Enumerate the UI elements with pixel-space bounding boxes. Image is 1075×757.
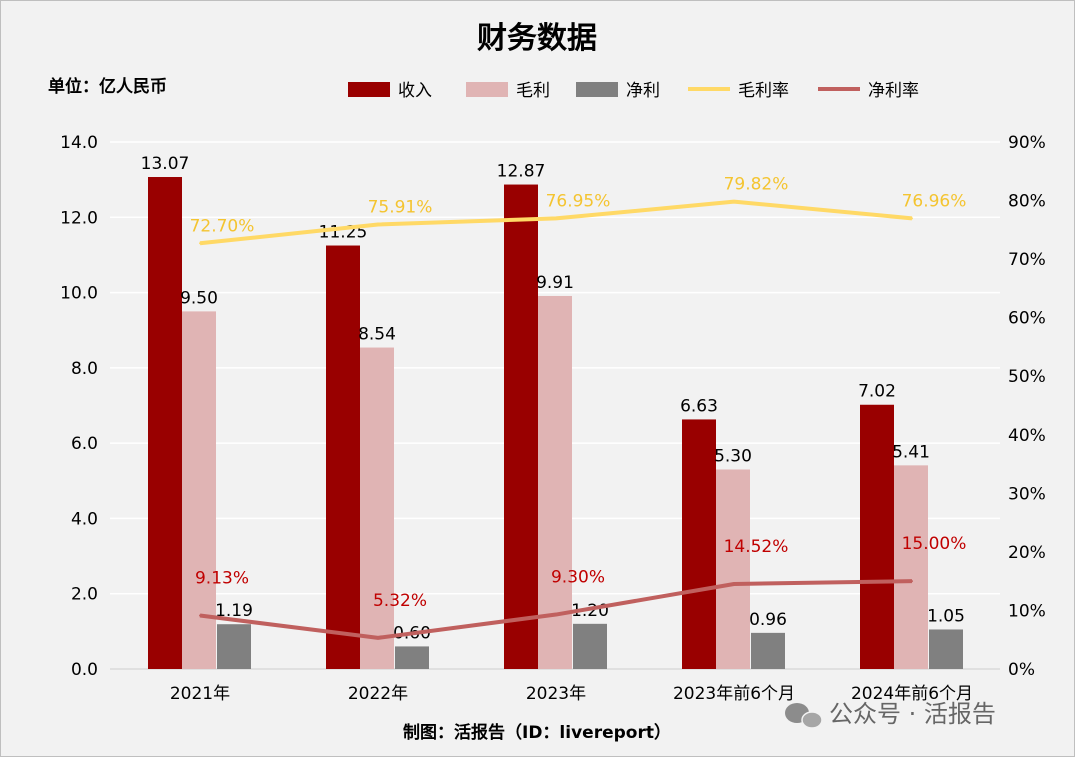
legend-label: 净利率: [868, 81, 919, 101]
line-data-label: 76.96%: [902, 191, 967, 211]
bar-data-label: 5.41: [892, 442, 930, 462]
line-point: [911, 580, 913, 583]
line-point: [555, 613, 557, 616]
bar-净利: [395, 646, 429, 669]
line-data-label: 9.13%: [195, 569, 249, 589]
y-left-tick-label: 12.0: [60, 208, 98, 228]
bar-净利: [217, 624, 251, 669]
y-right-tick-label: 60%: [1008, 309, 1046, 329]
chart-credit: 制图：活报告（ID：livereport）: [403, 722, 671, 743]
line-data-label: 76.95%: [546, 191, 611, 211]
legend-label: 毛利率: [738, 81, 789, 101]
y-left-tick-label: 8.0: [71, 359, 98, 379]
bar-毛利: [716, 469, 750, 669]
bar-data-label: 5.30: [714, 446, 752, 466]
bar-毛利: [894, 465, 928, 669]
y-right-tick-label: 30%: [1008, 484, 1046, 504]
legend-swatch: [466, 82, 508, 97]
bar-data-label: 6.63: [680, 396, 718, 416]
bar-净利: [573, 623, 607, 669]
bar-毛利: [360, 347, 394, 669]
unit-label: 单位：亿人民币: [48, 76, 167, 97]
chart-title: 财务数据: [477, 21, 597, 56]
bar-收入: [682, 419, 716, 669]
line-point: [199, 242, 201, 245]
bar-净利: [929, 629, 963, 669]
bar-收入: [326, 245, 360, 669]
legend-swatch: [576, 82, 618, 97]
y-left-tick-label: 6.0: [71, 434, 98, 454]
bar-data-label: 9.50: [180, 288, 218, 308]
bar-data-label: 12.87: [497, 162, 546, 182]
bar-收入: [504, 184, 538, 669]
bar-data-label: 7.02: [858, 382, 896, 402]
line-point: [377, 636, 379, 639]
line-data-label: 79.82%: [724, 175, 789, 195]
line-point: [911, 217, 913, 220]
bar-收入: [860, 404, 894, 669]
y-left-tick-label: 10.0: [60, 284, 98, 304]
bar-收入: [148, 177, 182, 669]
y-left-tick-label: 4.0: [71, 509, 98, 529]
y-right-tick-label: 80%: [1008, 192, 1046, 212]
line-point: [377, 223, 379, 226]
bar-毛利: [538, 295, 572, 669]
bar-data-label: 0.96: [749, 610, 787, 630]
bar-净利: [751, 632, 785, 669]
y-right-tick-label: 20%: [1008, 543, 1046, 563]
x-tick-label: 2023年前6个月: [673, 684, 795, 704]
line-data-label: 15.00%: [902, 534, 967, 554]
line-data-label: 14.52%: [724, 537, 789, 557]
y-right-tick-label: 0%: [1008, 660, 1035, 680]
x-tick-label: 2022年: [348, 684, 408, 704]
y-left-tick-label: 2.0: [71, 585, 98, 605]
bar-毛利: [182, 311, 216, 669]
line-data-label: 5.32%: [373, 591, 427, 611]
bar-data-label: 1.19: [215, 601, 253, 621]
x-tick-label: 2021年: [170, 684, 230, 704]
line-point: [199, 614, 201, 617]
y-left-tick-label: 14.0: [60, 133, 98, 153]
bar-data-label: 9.91: [536, 273, 574, 293]
bar-data-label: 8.54: [358, 325, 396, 345]
line-point: [733, 582, 735, 585]
x-tick-label: 2023年: [526, 684, 586, 704]
y-right-tick-label: 70%: [1008, 250, 1046, 270]
legend-label: 毛利: [516, 81, 550, 101]
bar-data-label: 1.05: [927, 606, 965, 626]
y-right-tick-label: 90%: [1008, 133, 1046, 153]
bar-data-label: 13.07: [141, 154, 190, 174]
legend-label: 净利: [626, 81, 660, 101]
line-point: [555, 217, 557, 220]
line-data-label: 75.91%: [368, 198, 433, 218]
wechat-icon: [801, 711, 823, 729]
x-tick-label: 2024年前6个月: [851, 684, 973, 704]
y-left-tick-label: 0.0: [71, 660, 98, 680]
y-right-tick-label: 50%: [1008, 367, 1046, 387]
line-data-label: 72.70%: [190, 216, 255, 236]
line-point: [733, 200, 735, 203]
y-right-tick-label: 10%: [1008, 601, 1046, 621]
legend-label: 收入: [398, 81, 432, 101]
y-right-tick-label: 40%: [1008, 426, 1046, 446]
line-data-label: 9.30%: [551, 568, 605, 588]
watermark: 公众号 · 活报告: [829, 700, 996, 728]
legend-swatch: [348, 82, 390, 97]
